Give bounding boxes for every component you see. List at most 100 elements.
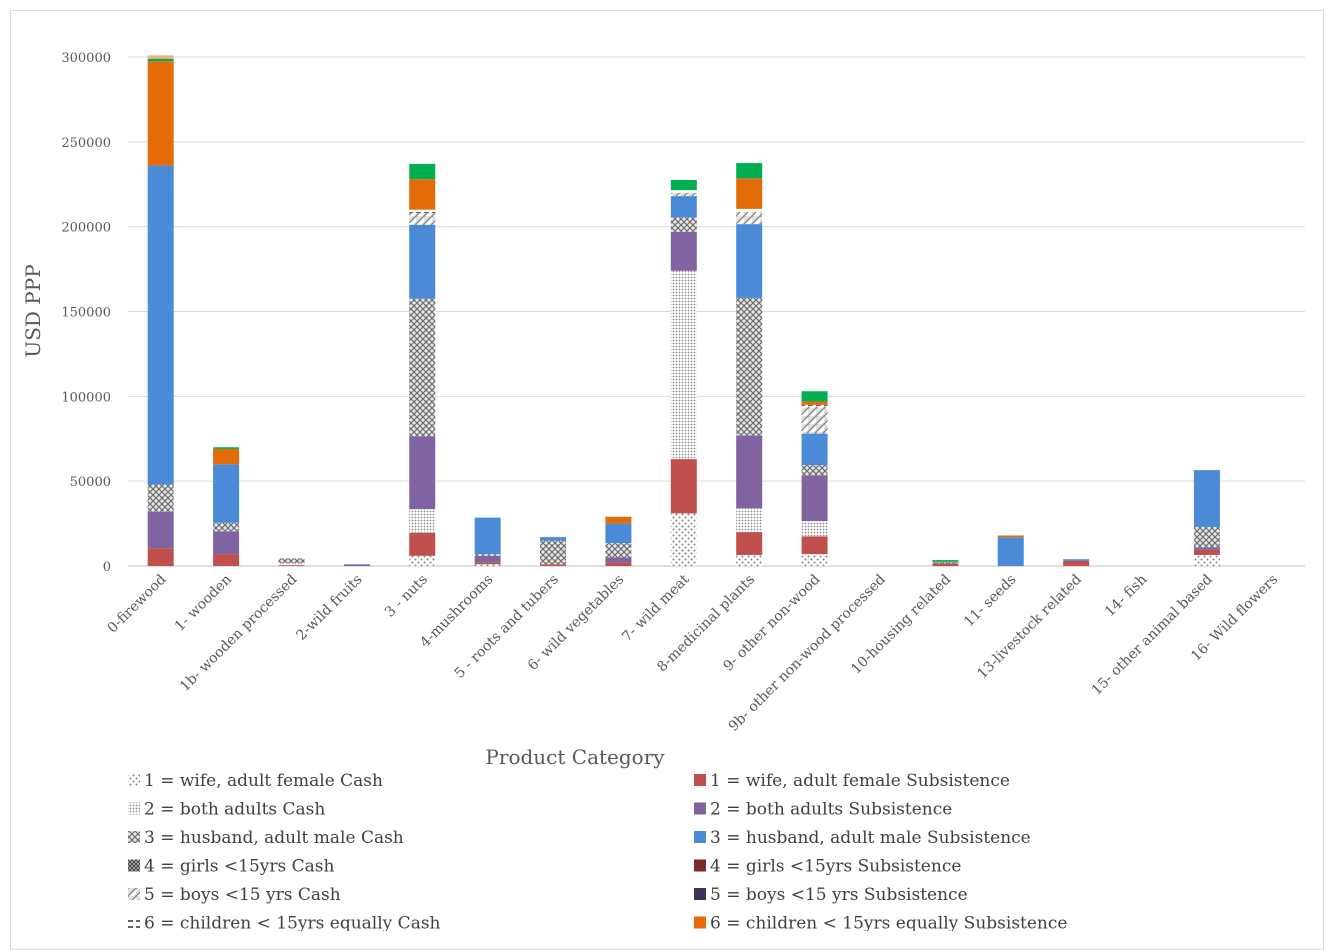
x-tick-label: 2-wild fruits bbox=[293, 572, 365, 644]
bar-segment bbox=[1194, 550, 1220, 555]
bar-segment bbox=[802, 391, 828, 401]
bar-segment bbox=[1194, 527, 1220, 547]
legend-label: 3 = husband, adult male Cash bbox=[144, 828, 404, 848]
legend-label: 5 = boys <15 yrs Subsistence bbox=[710, 885, 968, 905]
bar-segment bbox=[802, 465, 828, 475]
bar-segment bbox=[802, 475, 828, 521]
bar-segment bbox=[932, 560, 958, 562]
bar-segment bbox=[213, 554, 239, 566]
y-axis-title: USD PPP bbox=[21, 264, 45, 357]
y-tick-label: 300000 bbox=[61, 51, 111, 66]
x-tick-label: 15- other animal based bbox=[1089, 571, 1216, 698]
bar-segment bbox=[802, 401, 828, 404]
legend-label: 5 = boys <15 yrs Cash bbox=[144, 885, 341, 905]
bar-segment bbox=[148, 59, 174, 62]
bar-segment bbox=[213, 449, 239, 464]
legend-swatch bbox=[128, 888, 140, 900]
bar-segment bbox=[148, 55, 174, 58]
legend-swatch bbox=[694, 888, 706, 900]
bar-segment bbox=[475, 564, 501, 566]
legend: 1 = wife, adult female Cash 1 = wife, adu… bbox=[128, 771, 1067, 931]
bar-segment bbox=[998, 535, 1024, 537]
bar-segment bbox=[605, 558, 631, 563]
bar-segment bbox=[213, 523, 239, 531]
bar-segment bbox=[1194, 547, 1220, 550]
bar-segment bbox=[605, 524, 631, 544]
bar-segment bbox=[605, 517, 631, 524]
bar-segment bbox=[148, 61, 174, 165]
bar-segment bbox=[475, 518, 501, 554]
bar-segment bbox=[409, 509, 435, 533]
bar-segment bbox=[278, 563, 304, 565]
bar-segment bbox=[540, 564, 566, 566]
legend-swatch bbox=[128, 831, 140, 843]
legend-swatch bbox=[128, 803, 140, 815]
axis-titles: Product Category USD PPP bbox=[21, 264, 665, 769]
bar-segment bbox=[736, 178, 762, 209]
bar-segment bbox=[409, 533, 435, 556]
legend-label: 2 = both adults Cash bbox=[144, 800, 325, 820]
bar-segment bbox=[736, 212, 762, 224]
bar-segment bbox=[409, 210, 435, 213]
y-tick-label: 50000 bbox=[70, 475, 111, 490]
bar-segment bbox=[802, 536, 828, 554]
legend-swatch bbox=[128, 860, 140, 872]
bar-segment bbox=[409, 225, 435, 299]
legend-label: 1 = wife, adult female Cash bbox=[144, 771, 383, 791]
bar-segment bbox=[802, 407, 828, 434]
bar-segment bbox=[409, 299, 435, 436]
bar-segment bbox=[605, 543, 631, 557]
legend-label: 2 = both adults Subsistence bbox=[710, 800, 952, 820]
bar-segment bbox=[148, 548, 174, 566]
bars bbox=[148, 55, 1220, 566]
legend-label: 6 = children < 15yrs equally Cash bbox=[144, 914, 441, 932]
bar-segment bbox=[671, 180, 697, 190]
bar-segment bbox=[278, 558, 304, 563]
x-tick-label: 7- wild meat bbox=[619, 571, 693, 645]
y-tick-label: 200000 bbox=[61, 221, 111, 236]
legend-swatch bbox=[694, 803, 706, 815]
bar-segment bbox=[671, 217, 697, 231]
legend-label: 4 = girls <15yrs Subsistence bbox=[710, 857, 961, 877]
legend-swatch bbox=[128, 774, 140, 786]
bar-segment bbox=[409, 436, 435, 509]
y-tick-label: 150000 bbox=[61, 306, 111, 321]
bar-segment bbox=[409, 164, 435, 179]
gridlines bbox=[128, 57, 1305, 566]
x-tick-label: 14- fish bbox=[1102, 572, 1150, 620]
bar-segment bbox=[278, 565, 304, 566]
bar-segment bbox=[932, 563, 958, 566]
bar-segment bbox=[671, 459, 697, 513]
bar-segment bbox=[802, 554, 828, 566]
bar-segment bbox=[671, 232, 697, 271]
x-tick-label: 3 - nuts bbox=[382, 572, 431, 621]
bar-segment bbox=[736, 532, 762, 555]
bar-segment bbox=[671, 190, 697, 193]
bar-segment bbox=[671, 513, 697, 566]
legend-label: 6 = children < 15yrs equally Subsistence bbox=[710, 914, 1067, 932]
bar-segment bbox=[671, 193, 697, 196]
bar-segment bbox=[213, 464, 239, 523]
bar-segment bbox=[736, 224, 762, 298]
legend-swatch bbox=[694, 774, 706, 786]
y-tick-label: 0 bbox=[103, 560, 111, 575]
bar-segment bbox=[148, 166, 174, 485]
bar-segment bbox=[344, 564, 370, 566]
bar-segment bbox=[409, 556, 435, 566]
bar-segment bbox=[409, 179, 435, 210]
bar-segment bbox=[605, 563, 631, 566]
bar-segment bbox=[213, 447, 239, 449]
bar-segment bbox=[1063, 561, 1089, 566]
bar-segment bbox=[1063, 559, 1089, 561]
bar-segment bbox=[671, 271, 697, 459]
legend-swatch bbox=[694, 917, 706, 929]
bar-segment bbox=[736, 435, 762, 508]
y-tick-label: 100000 bbox=[61, 390, 111, 405]
bar-segment bbox=[736, 508, 762, 532]
legend-label: 1 = wife, adult female Subsistence bbox=[710, 771, 1010, 791]
x-axis-title: Product Category bbox=[485, 745, 665, 769]
bar-segment bbox=[475, 556, 501, 563]
bar-segment bbox=[540, 537, 566, 540]
